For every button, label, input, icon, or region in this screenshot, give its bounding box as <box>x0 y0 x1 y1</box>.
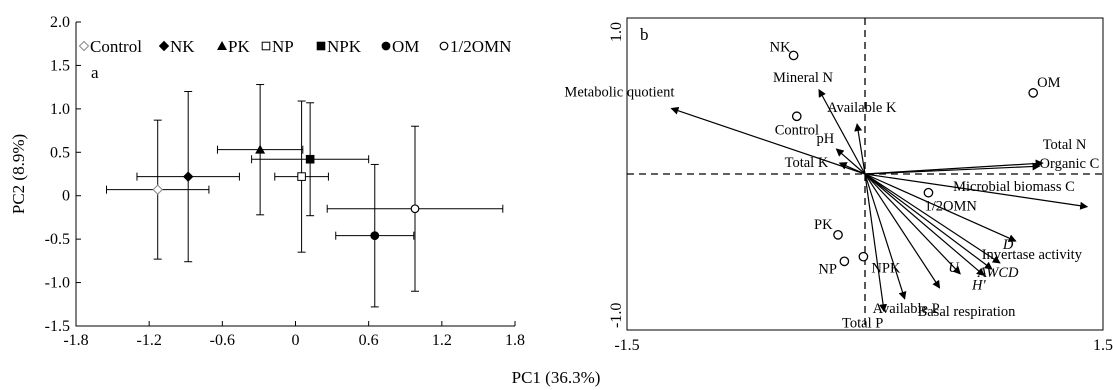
vector-label: Available P <box>873 301 940 317</box>
loading-vector <box>818 88 866 175</box>
vector-label: H' <box>971 277 986 293</box>
legend-label: OM <box>392 37 419 56</box>
y-tick-label: 1.5 <box>50 57 70 74</box>
loading-vector <box>864 173 985 277</box>
loading-vector <box>864 173 907 300</box>
legend-label: 1/2OMN <box>450 37 511 56</box>
vector-label: Total P <box>842 315 883 331</box>
x-tick-label: 1.8 <box>505 332 525 349</box>
y-tick-label: 0.5 <box>50 144 70 161</box>
y-tick-label: 0 <box>62 188 70 205</box>
point-label: OM <box>1037 75 1060 91</box>
vector-label: AWCD <box>977 265 1019 281</box>
vector-label: Microbial biomass C <box>953 179 1075 195</box>
treatment-point <box>833 229 843 240</box>
x-tick-label: 0.6 <box>359 332 379 349</box>
legend-label: NP <box>272 37 294 56</box>
y-tick-label: -1.5 <box>45 318 70 335</box>
treatment-point <box>858 251 869 262</box>
loading-vector <box>864 173 961 275</box>
y-tick-label: 1.0 <box>50 101 70 118</box>
panel-b-label: b <box>640 25 649 44</box>
loading-vector <box>864 173 1001 264</box>
data-point <box>370 231 380 241</box>
loading-vector <box>864 173 1089 210</box>
legend-marker <box>381 41 391 51</box>
y-tick-label: 1.0 <box>608 22 625 42</box>
panel-a-axes <box>75 22 515 327</box>
panel-a-label: a <box>91 63 99 82</box>
loading-vector <box>864 162 1041 175</box>
legend-label: Control <box>90 37 142 56</box>
x-tick-label: -1.2 <box>137 332 162 349</box>
vector-label: D <box>1002 237 1014 253</box>
loading-vector <box>854 123 866 175</box>
data-point <box>305 154 315 164</box>
loading-vector <box>864 173 1017 242</box>
legend-label: NPK <box>327 37 362 56</box>
data-point <box>255 144 266 154</box>
loading-vector <box>864 173 941 289</box>
x-tick-label: 1.2 <box>432 332 452 349</box>
treatment-point <box>1028 88 1039 98</box>
point-label: NK <box>770 39 791 55</box>
loading-vector <box>838 162 866 175</box>
treatment-point <box>839 256 850 267</box>
legend-marker <box>316 41 326 51</box>
legend-marker <box>439 41 449 51</box>
data-point <box>182 171 194 182</box>
y-tick-label: -1.0 <box>45 275 70 292</box>
loading-vector <box>864 173 993 270</box>
treatment-point <box>791 111 802 122</box>
data-point <box>152 184 163 195</box>
point-label: Control <box>775 122 819 138</box>
treatment-point <box>923 187 934 198</box>
vector-label: Available K <box>827 100 897 116</box>
legend-marker <box>158 40 170 52</box>
panel-b-biplot: -1.5 1.5 1.0 -1.0 b Metabolic quotient Mineral… <box>564 17 1113 354</box>
vector-label: Total N <box>1043 137 1087 153</box>
loading-vector <box>864 173 888 313</box>
vector-label: Mineral N <box>773 70 834 86</box>
point-label: 1/2OMN <box>924 199 977 215</box>
vector-label: Basal respiration <box>918 304 1017 320</box>
point-label: NPK <box>871 261 901 277</box>
vector-label: Total K <box>785 155 829 171</box>
legend-label: PK <box>228 37 250 56</box>
vector-label: U <box>948 260 960 276</box>
point-label: NP <box>818 261 837 277</box>
x-tick-label: 1.5 <box>1093 337 1113 354</box>
y-axis-title: PC2 (8.9%) <box>9 134 28 214</box>
x-tick-label: -1.8 <box>63 332 88 349</box>
treatment-point <box>788 50 799 61</box>
panel-a-scatter: -1.5 -1.0 -0.5 0 0.5 1.0 1.5 2.0 -1.8 -1.2 -0.6 0 0.… <box>9 14 600 387</box>
x-axis-title: PC1 (36.3%) <box>512 368 601 387</box>
vector-label: Organic C <box>1040 156 1100 172</box>
data-point <box>410 204 420 214</box>
x-tick-label: 0 <box>292 332 300 349</box>
legend-marker <box>78 40 90 52</box>
vector-label: Metabolic quotient <box>564 84 674 100</box>
y-tick-label: -1.0 <box>608 303 625 328</box>
y-tick-label: 2.0 <box>50 14 70 31</box>
data-point <box>297 172 306 181</box>
loading-vector <box>670 106 866 175</box>
legend-marker <box>261 41 271 51</box>
point-label: PK <box>814 217 833 233</box>
vector-label: pH <box>816 131 834 147</box>
y-tick-label: -0.5 <box>45 231 70 248</box>
legend-marker <box>217 41 227 50</box>
legend-label: NK <box>170 37 195 56</box>
x-tick-label: -1.5 <box>614 337 639 354</box>
vector-label: Invertase activity <box>982 247 1083 263</box>
x-tick-label: -0.6 <box>210 332 235 349</box>
loading-vector <box>835 148 866 175</box>
